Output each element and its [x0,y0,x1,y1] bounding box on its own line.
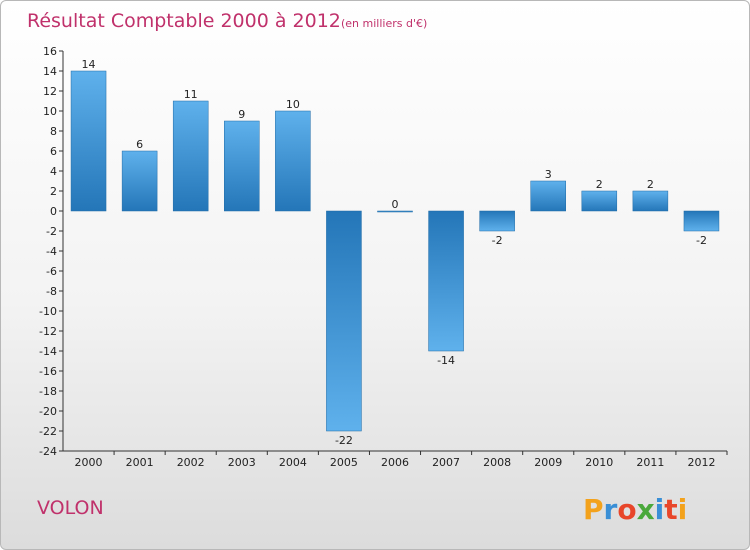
bars: 14 6 11 9 10 -22 0 -14 -2 3 2 2 -2 [70,58,720,447]
bar-2001 [121,150,158,212]
y-tick-label: 12 [43,85,57,98]
x-tick-label-2011: 2011 [636,456,664,469]
y-tick-label: 16 [43,45,57,58]
proxiti-logo-text: Proxiti [583,493,687,526]
bar-2005 [326,210,362,432]
value-label-2012: -2 [696,234,707,247]
value-label-2003: 9 [238,108,245,121]
y-tick-label: 14 [43,65,57,78]
y-ticks: -24-22-20-18-16-14-12-10-8-6-4-202468101… [39,45,63,458]
chart-title: Résultat Comptable 2000 à 2012 [27,10,341,32]
bar-2004 [275,110,311,212]
y-tick-label: -22 [39,425,57,438]
y-tick-label: 4 [50,165,57,178]
bar-2009 [530,180,566,212]
value-label-2002: 11 [184,88,198,101]
proxiti-logo: Proxiti [583,493,687,526]
bar-2011 [632,190,669,212]
y-tick-label: -24 [39,445,57,458]
value-label-2009: 3 [545,168,552,181]
bar-2007 [428,210,464,352]
y-tick-label: -8 [46,285,57,298]
y-tick-label: -12 [39,325,57,338]
value-label-2007: -14 [437,354,455,367]
value-label-2006: 0 [392,198,399,211]
logo-letter: x [637,493,655,526]
x-tick-label-2001: 2001 [126,456,154,469]
logo-letter: o [617,493,636,526]
value-label-2005: -22 [335,434,353,447]
axes [62,51,727,452]
bar-2008 [479,210,515,232]
x-tick-label-2005: 2005 [330,456,358,469]
x-tick-label-2000: 2000 [75,456,103,469]
bar-2003 [224,120,260,212]
bar-2002 [172,100,209,212]
y-tick-label: -2 [46,225,57,238]
x-tick-label-2008: 2008 [483,456,511,469]
x-tick-label-2012: 2012 [687,456,715,469]
y-tick-label: -4 [46,245,57,258]
logo-letter: t [664,493,677,526]
value-label-2010: 2 [596,178,603,191]
commune-name: VOLON [37,497,104,519]
x-tick-label-2002: 2002 [177,456,205,469]
logo-letter: r [604,493,618,526]
y-tick-label: 2 [50,185,57,198]
bar-2006 [377,210,413,213]
x-ticks: 2000 2001 2002 2003 2004 2005 2006 2007 2008 2009… [75,451,728,469]
y-tick-label: 8 [50,125,57,138]
x-tick-label-2007: 2007 [432,456,460,469]
value-label-2001: 6 [136,138,143,151]
logo-letter: P [583,493,604,526]
y-tick-label: -16 [39,365,57,378]
x-tick-label-2010: 2010 [585,456,613,469]
y-tick-label: -10 [39,305,57,318]
bar-2012 [683,210,720,232]
y-tick-label: 10 [43,105,57,118]
x-tick-label-2009: 2009 [534,456,562,469]
y-tick-label: -18 [39,385,57,398]
logo-letter: i [655,493,665,526]
y-tick-label: -20 [39,405,57,418]
value-label-2008: -2 [492,234,503,247]
y-tick-label: 6 [50,145,57,158]
logo-letter: i [678,493,688,526]
y-tick-label: 0 [50,205,57,218]
x-tick-label-2004: 2004 [279,456,307,469]
y-tick-label: -6 [46,265,57,278]
value-label-2011: 2 [647,178,654,191]
chart-subtitle: (en milliers d'€) [341,17,427,30]
y-tick-label: -14 [39,345,57,358]
x-tick-label-2006: 2006 [381,456,409,469]
value-label-2004: 10 [286,98,300,111]
bar-2010 [581,190,618,212]
value-label-2000: 14 [82,58,96,71]
x-tick-label-2003: 2003 [228,456,256,469]
bar-2000 [70,70,107,212]
